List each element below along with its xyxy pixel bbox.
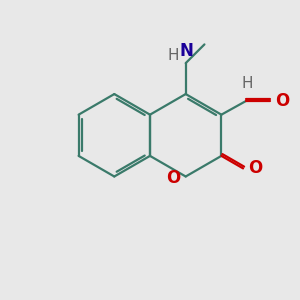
Text: O: O <box>275 92 289 110</box>
Text: H: H <box>168 48 179 63</box>
Text: H: H <box>242 76 253 91</box>
Text: N: N <box>180 42 194 60</box>
Text: O: O <box>166 169 180 187</box>
Text: O: O <box>248 159 262 177</box>
